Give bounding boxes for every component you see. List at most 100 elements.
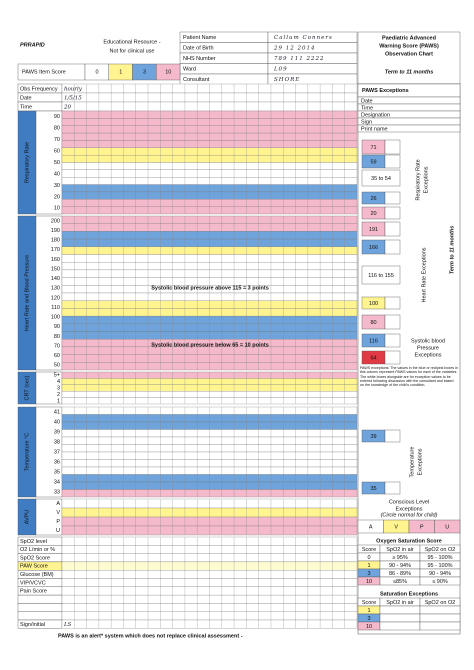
annotation: Systolic blood pressure below 65 = 10 po…	[151, 342, 269, 348]
item-score: 3	[143, 69, 146, 75]
cell	[384, 429, 401, 443]
table-header: SpO2 on O2	[425, 547, 456, 553]
cell	[17, 594, 63, 604]
table-header: SpO2 on O2	[425, 600, 456, 606]
cell	[35, 406, 63, 498]
field-value: Callum Conners	[274, 35, 333, 41]
exception-label: Exceptions	[396, 506, 423, 512]
exception-label: Heart Rate Exceptions	[421, 247, 427, 302]
tick-label: 39	[54, 429, 60, 435]
exceptions-note: PAWS exceptions: The values in the blue …	[360, 366, 458, 388]
exception-value: 26	[370, 196, 376, 202]
exception-value: 20	[370, 211, 376, 217]
cell	[35, 371, 63, 405]
chart-title: Observation Chart	[385, 51, 433, 57]
hint: (Circle normal for child)	[381, 512, 438, 518]
tick-label: 200	[51, 218, 60, 224]
exception-label: Respiratory Rate	[415, 159, 421, 200]
table-cell: ≥ 95%	[392, 555, 408, 561]
field-value: L09	[273, 67, 288, 73]
field-label: Time	[361, 105, 373, 111]
exception-value: 71	[370, 145, 376, 151]
obs-label: Date	[20, 95, 32, 101]
row-label: VIP/VCVC	[20, 580, 46, 586]
avpu-level: A	[369, 524, 373, 530]
cell	[384, 333, 401, 348]
item-score: 1	[119, 69, 122, 75]
tick-label: 50	[54, 363, 60, 369]
section-title: Respiratory Rate	[24, 142, 30, 183]
tick-label: 110	[51, 305, 60, 311]
tick-label: 170	[51, 247, 60, 253]
exception-value: 39	[370, 434, 376, 440]
table-cell: 90 - 94%	[429, 571, 451, 577]
tick-label: 160	[51, 257, 60, 263]
exception-value: 80	[370, 320, 376, 326]
cell	[419, 605, 461, 615]
footer: PAWS is an alert* system which does not …	[58, 633, 243, 639]
row-label: PAW Score	[20, 564, 48, 570]
field-value: 789 111 2222	[274, 56, 325, 62]
field-label: Patient Name	[183, 35, 216, 41]
tick-label: 40	[54, 419, 60, 425]
section-title: AVPU	[24, 510, 30, 525]
field-label: Print name	[361, 126, 388, 132]
cell	[379, 613, 421, 623]
table-title: Saturation Exceptions	[380, 591, 438, 597]
exception-value: 166	[369, 245, 378, 251]
cell	[357, 124, 461, 133]
obs-label: Obs Frequency	[20, 86, 58, 92]
exception-label: Exceptions	[417, 448, 423, 475]
cell	[419, 576, 461, 586]
exception-value: 100	[369, 301, 378, 307]
cell	[419, 621, 461, 631]
field-value: 29 12 2014	[273, 46, 316, 52]
cell	[384, 191, 401, 205]
tick-label: 35	[54, 469, 60, 475]
exceptions-title: PAWS Exceptions	[362, 88, 409, 94]
cell	[35, 498, 63, 536]
tick-label: 130	[51, 286, 60, 292]
exception-label: Systolic blood	[411, 338, 445, 344]
exception-value: 191	[369, 227, 378, 233]
cell	[17, 603, 63, 612]
age-range: Term to 11 months	[385, 69, 434, 75]
chart-title: Paediatric Advanced	[382, 35, 436, 41]
row-label: Sign/initial	[20, 622, 45, 628]
table-cell: 86 - 89%	[389, 571, 411, 577]
obs-entry: hourly	[64, 86, 83, 92]
tick-label: 60	[54, 149, 60, 155]
exception-value: 35	[370, 486, 376, 492]
tick-label: 10	[54, 206, 60, 212]
cell	[361, 169, 401, 187]
section-title: Temperature °C	[24, 433, 30, 472]
field-label: NHS Number	[183, 56, 216, 62]
tick-label: 70	[54, 137, 60, 143]
item-score-label: PAWS Item Score	[22, 69, 66, 75]
tick-label: 140	[51, 276, 60, 282]
tick-label: V	[56, 510, 60, 516]
tick-label: 70	[54, 343, 60, 349]
tick-label: 180	[51, 238, 60, 244]
table-cell: 95 - 100%	[427, 555, 452, 561]
table-header: Score	[362, 600, 376, 606]
cell	[384, 221, 401, 237]
tick-label: 37	[54, 449, 60, 455]
table-cell: 10	[366, 624, 372, 630]
cell	[379, 621, 421, 631]
tick-label: 40	[54, 171, 60, 177]
tick-label: U	[56, 528, 60, 534]
tick-label: 38	[54, 439, 60, 445]
cell	[384, 350, 401, 365]
exception-value: 116	[369, 338, 378, 344]
field-label: Designation	[361, 112, 390, 118]
cell	[384, 139, 401, 155]
exception-value: 35 to 54	[371, 176, 391, 182]
chart-title: Warning Score (PAWS)	[379, 43, 439, 49]
field-label: Date	[361, 98, 373, 104]
table-cell: 3	[367, 571, 370, 577]
tick-label: 41	[54, 409, 60, 415]
cell	[379, 605, 421, 615]
cell	[361, 265, 401, 285]
tick-label: 3	[57, 385, 60, 391]
